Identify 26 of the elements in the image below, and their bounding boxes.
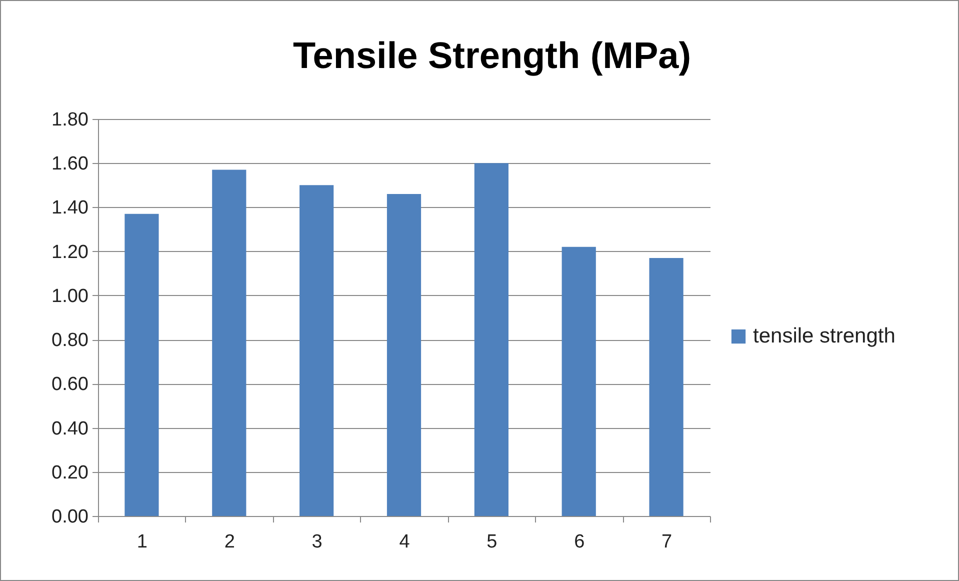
- y-tick-label: 0.00: [52, 506, 88, 528]
- x-tick-label: 5: [486, 532, 498, 552]
- y-tick-label: 0.20: [52, 462, 88, 484]
- y-tick-label: 1.60: [52, 154, 88, 175]
- bar: [386, 194, 422, 516]
- x-tick-label: 3: [312, 532, 322, 552]
- y-tick-label: 0.60: [52, 374, 88, 396]
- y-tick-label: 0.80: [52, 330, 88, 352]
- x-tick-label: 6: [574, 532, 585, 552]
- y-tick-label: 1.00: [52, 286, 88, 307]
- bar: [562, 246, 596, 516]
- y-tick-label: 0.40: [52, 418, 88, 440]
- chart-title: Tensile Strength (MPa): [292, 35, 692, 76]
- y-tick-label: 1.40: [52, 198, 88, 219]
- bar: [649, 258, 684, 516]
- bar: [474, 163, 508, 516]
- x-tick-label: 1: [136, 532, 148, 552]
- bar: [300, 185, 334, 516]
- y-tick-label: 1.80: [52, 110, 88, 130]
- x-tick-label: 2: [224, 532, 235, 552]
- x-tick-label: 4: [399, 532, 410, 552]
- x-tick-label: 7: [661, 532, 672, 552]
- bar: [212, 170, 246, 516]
- legend-label: tensile strength: [753, 324, 896, 348]
- bar: [124, 214, 159, 516]
- y-tick-label: 1.20: [52, 242, 88, 263]
